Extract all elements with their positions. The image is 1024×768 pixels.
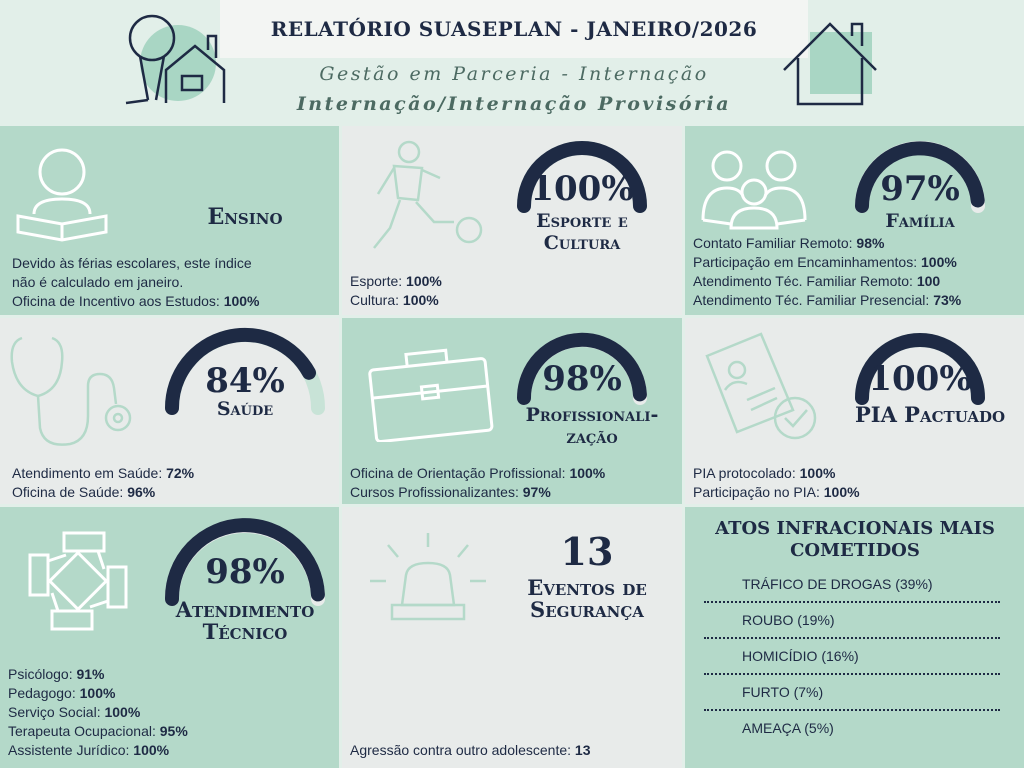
list-item: não é calculado em janeiro. [12,274,184,290]
list-item: Esporte: 100% [350,273,442,289]
atos-list: TRÁFICO DE DROGAS (39%) ROUBO (19%) HOMI… [704,574,1000,754]
ensino-lines: Devido às férias escolares, este índice … [12,254,260,311]
profissionalizacao-gauge [516,332,647,405]
document-icon [705,332,817,440]
profissionalizacao-lines: Oficina de Orientação Profissional: 100%… [350,464,605,502]
card-seguranca: 13 Eventos de Segurança Agressão contra o… [342,507,682,768]
list-item: Participação em Encaminhamentos: 100% [693,254,957,270]
card-profissionalizacao: 98% Profissionali-zação Oficina de Orien… [342,318,682,504]
esporte-value: 100% [530,169,634,209]
list-item: PIA protocolado: 100% [693,465,836,481]
house-icon [783,22,877,106]
reading-person-icon [16,148,108,242]
card-familia: 97% Família Contato Familiar Remoto: 98%… [685,126,1024,315]
card-ensino: Ensino Devido às férias escolares, este … [0,126,339,315]
atendimento-label: Atendimento Técnico [175,597,315,644]
list-item: Oficina de Saúde: 96% [12,484,156,500]
list-item: Oficina de Incentivo aos Estudos: 100% [12,293,260,309]
list-item: Assistente Jurídico: 100% [8,742,170,758]
familia-label: Família [885,210,955,232]
tree-house-icon [125,14,226,105]
dotted-divider [704,601,1000,603]
stethoscope-icon [10,336,132,446]
family-icon [701,150,807,230]
familia-lines: Contato Familiar Remoto: 98% Participaçã… [693,234,961,310]
profissionalizacao-label: Profissionali-zação [525,404,659,448]
card-esporte: 100% Esporte e Cultura Esporte: 100% Cult… [342,126,682,315]
ensino-label: Ensino [207,204,283,230]
list-item: Pedagogo: 100% [8,685,116,701]
esporte-lines: Esporte: 100% Cultura: 100% [350,272,442,310]
list-item: AMEAÇA (5%) [742,720,834,736]
list-item: Oficina de Orientação Profissional: 100% [350,465,606,481]
seguranca-value: 13 [560,529,614,574]
list-item: Cursos Profissionalizantes: 97% [350,484,551,500]
page-title: RELATÓRIO SUASEPLAN - JANEIRO/2026 [270,17,758,41]
atendimento-gauge [164,518,325,606]
briefcase-icon [368,348,494,442]
card-saude: 84% Saúde Atendimento em Saúde: 72% Ofic… [0,318,339,504]
saude-lines: Atendimento em Saúde: 72% Oficina de Saú… [12,464,194,502]
pia-value: 100% [868,359,972,399]
dotted-divider [704,637,1000,639]
familia-gauge [855,141,985,213]
saude-value: 84% [205,361,285,401]
subtitle-2: Internação/Internação Provisória [296,93,732,115]
title-box: RELATÓRIO SUASEPLAN - JANEIRO/2026 [220,0,808,58]
header: RELATÓRIO SUASEPLAN - JANEIRO/2026 Gestã… [0,0,1024,126]
list-item: Contato Familiar Remoto: 98% [693,235,885,251]
profissionalizacao-value: 98% [542,359,622,399]
seguranca-label: Eventos de Segurança [527,575,647,622]
list-item: Agressão contra outro adolescente: 13 [350,742,591,758]
list-item: Serviço Social: 100% [8,704,141,720]
atendimento-value: 98% [205,552,285,592]
list-item: Atendimento Téc. Familiar Remoto: 100 [693,273,941,289]
esporte-gauge [517,141,647,213]
esporte-label: Esporte e Cultura [536,210,628,254]
familia-value: 97% [880,169,960,209]
subtitle-1: Gestão em Parceria - Internação [319,63,709,85]
list-item: ROUBO (19%) [704,610,1000,646]
card-atendimento-tecnico: 98% Atendimento Técnico Psicólogo: 91% Pe… [0,507,339,768]
list-item: HOMICÍDIO (16%) [704,646,1000,682]
list-item: Participação no PIA: 100% [693,484,860,500]
saude-gauge [165,327,325,415]
soccer-player-icon [373,140,483,249]
list-item: Cultura: 100% [350,292,439,308]
alarm-light-icon [370,533,486,621]
list-item: TRÁFICO DE DROGAS (39%) [704,574,1000,610]
dotted-divider [704,709,1000,711]
list-item: FURTO (7%) [704,682,1000,718]
list-item: Atendimento em Saúde: 72% [12,465,195,481]
pia-lines: PIA protocolado: 100% Participação no PI… [693,464,860,502]
pia-gauge [855,333,985,405]
list-item: Devido às férias escolares, este índice [12,255,252,271]
card-pia: 100% PIA Pactuado PIA protocolado: 100% … [685,318,1024,504]
joined-hands-icon [28,531,128,631]
pia-label: PIA Pactuado [854,402,1006,427]
saude-label: Saúde [216,398,274,420]
atos-title: Atos infracionais mais cometidos [715,518,995,561]
atendimento-lines: Psicólogo: 91% Pedagogo: 100% Serviço So… [8,665,188,760]
list-item: Terapeuta Ocupacional: 95% [8,723,188,739]
list-item: Psicólogo: 91% [8,666,105,682]
list-item: Atendimento Téc. Familiar Presencial: 73… [693,292,962,308]
dotted-divider [704,673,1000,675]
seguranca-lines: Agressão contra outro adolescente: 13 [350,741,591,760]
